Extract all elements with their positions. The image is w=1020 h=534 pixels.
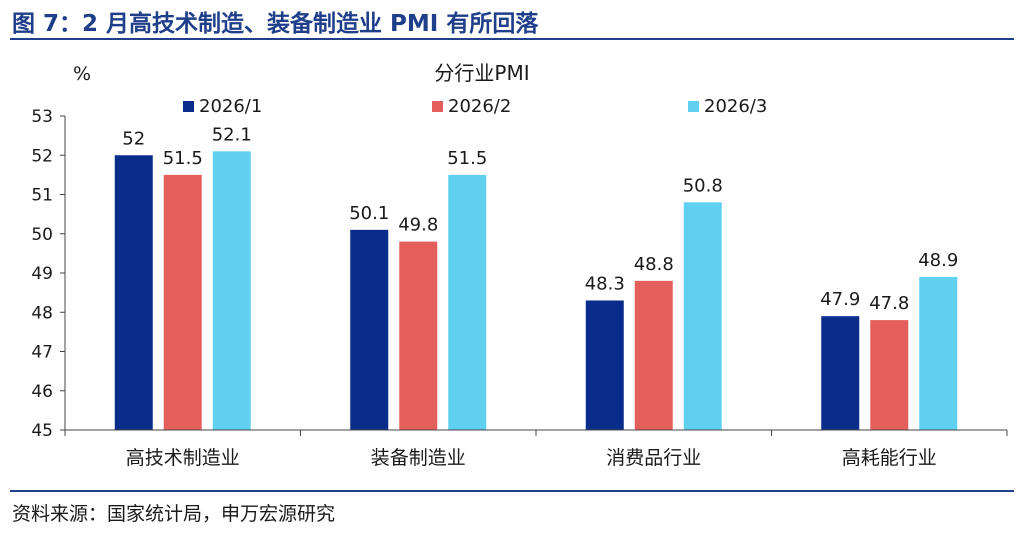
y-tick-label: 51 [31, 186, 53, 206]
data-label: 47.9 [820, 289, 860, 310]
data-label: 48.3 [585, 273, 625, 294]
figure-title: 图 7：2 月高技术制造、装备制造业 PMI 有所回落 [12, 11, 539, 37]
data-label: 48.9 [918, 250, 958, 271]
legend-label: 2026/1 [199, 96, 262, 117]
y-tick-label: 46 [31, 382, 53, 402]
data-label: 48.8 [634, 254, 674, 275]
bar [212, 151, 251, 430]
x-category-label: 消费品行业 [606, 447, 701, 469]
data-label: 52 [122, 128, 145, 149]
axes-group: 45 46 47 48 49 50 51 52 53 高技术制造业 装备制造业 消费品行业 高耗能行业 [31, 107, 1008, 469]
data-label: 51.5 [163, 148, 203, 169]
y-tick-label: 50 [31, 225, 53, 245]
source-note: 资料来源：国家统计局，申万宏源研究 [12, 503, 336, 525]
legend: 2026/1 2026/2 2026/3 [183, 96, 767, 117]
legend-swatch [688, 101, 699, 112]
data-label: 50.8 [683, 175, 723, 196]
data-label: 50.1 [349, 203, 389, 224]
legend-label: 2026/2 [448, 96, 511, 117]
bar [821, 316, 860, 430]
bar [634, 280, 673, 430]
x-category-label: 高耗能行业 [842, 447, 937, 469]
y-tick-label: 53 [31, 107, 53, 127]
bar [163, 174, 202, 430]
y-tick-label: 52 [31, 146, 53, 166]
bar-chart: % 分行业PMI 2026/1 2026/2 2026/3 52 51.5 52.1 50… [31, 61, 1008, 469]
x-category-label: 高技术制造业 [126, 447, 240, 469]
bar [448, 174, 487, 430]
data-label: 52.1 [212, 124, 252, 145]
legend-swatch [183, 101, 194, 112]
y-axis-unit-label: % [73, 63, 91, 85]
bars-group: 52 51.5 52.1 50.1 49.8 51.5 48.3 48.8 50.8 47.9 47… [114, 124, 958, 430]
bar [350, 229, 389, 430]
y-tick-label: 47 [31, 343, 53, 363]
bar [399, 241, 438, 430]
data-label: 51.5 [447, 148, 487, 169]
legend-swatch [432, 101, 443, 112]
x-category-label: 装备制造业 [371, 447, 466, 469]
chart-title: 分行业PMI [434, 61, 529, 85]
data-label: 49.8 [398, 215, 438, 236]
data-label: 47.8 [869, 293, 909, 314]
bar [114, 155, 153, 430]
legend-label: 2026/3 [704, 96, 767, 117]
bar [919, 276, 958, 430]
source-rule [10, 490, 1014, 492]
y-tick-label: 48 [31, 303, 53, 323]
title-rule [10, 38, 1014, 40]
y-tick-label: 49 [31, 264, 53, 284]
bar [585, 300, 624, 430]
y-tick-label: 45 [31, 421, 53, 441]
bar [683, 202, 722, 430]
bar [870, 320, 909, 430]
